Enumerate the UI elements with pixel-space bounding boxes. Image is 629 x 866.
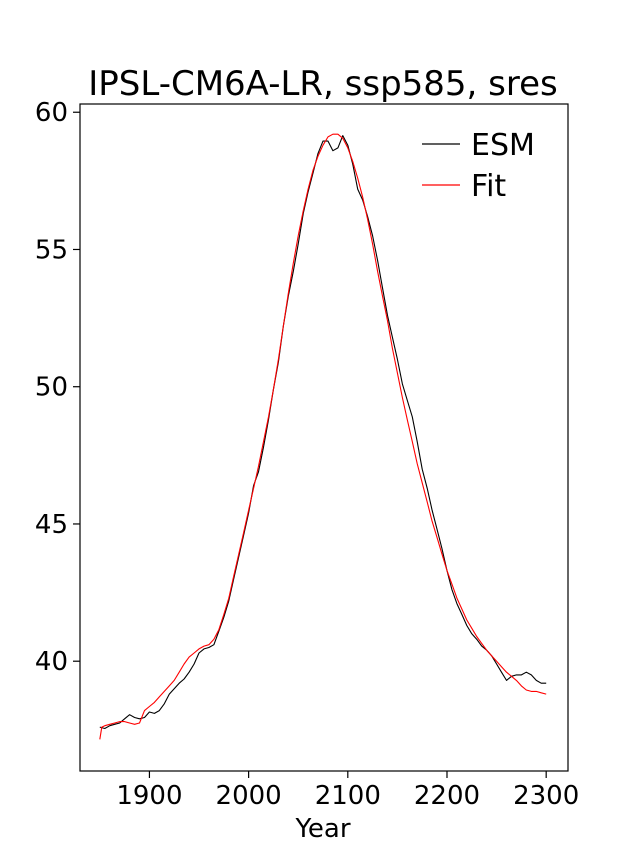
x-axis: 1900 2000 2100 2200 2300 [116, 771, 579, 811]
plot-frame [79, 103, 569, 772]
y-tick-label: 60 [35, 98, 68, 128]
x-tick-label: 2200 [414, 781, 480, 811]
series-line-esm [99, 135, 547, 730]
x-tick-label: 2000 [216, 781, 282, 811]
x-tick-label: 1900 [116, 781, 182, 811]
legend: ESM Fit [422, 128, 535, 204]
y-tick-label: 50 [35, 373, 68, 403]
y-tick-label: 45 [35, 510, 68, 540]
legend-label-esm: ESM [471, 128, 535, 163]
y-tick-label: 40 [35, 647, 68, 677]
y-axis: 40 45 50 55 60 [35, 98, 80, 677]
x-tick-label: 2100 [315, 781, 381, 811]
x-tick-label: 2300 [513, 781, 579, 811]
series-line-fit [99, 133, 547, 740]
chart-title: IPSL-CM6A-LR, ssp585, sres [88, 64, 558, 104]
legend-label-fit: Fit [471, 169, 506, 204]
plot-area [79, 103, 569, 772]
y-tick-label: 55 [35, 235, 68, 265]
x-axis-label: Year [294, 814, 350, 844]
